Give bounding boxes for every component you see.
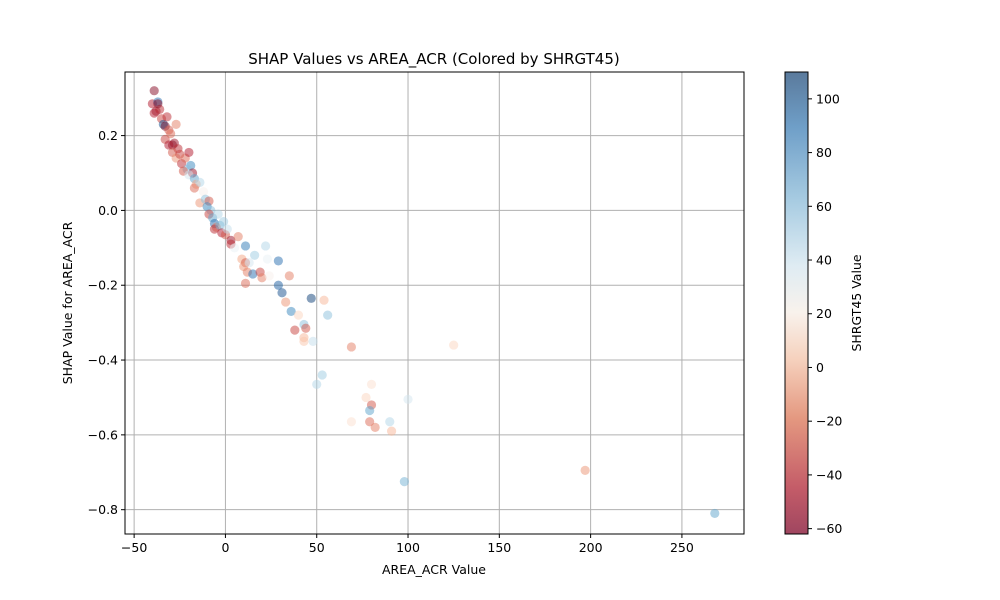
colorbar bbox=[784, 71, 809, 535]
data-point bbox=[319, 295, 329, 305]
data-point bbox=[149, 86, 159, 96]
colorbar-tick-label: 20 bbox=[816, 306, 832, 321]
data-point bbox=[317, 370, 327, 380]
data-point bbox=[284, 271, 294, 281]
data-point bbox=[162, 112, 172, 122]
x-tick-label: 50 bbox=[309, 540, 325, 555]
x-tick-label: 150 bbox=[487, 540, 511, 555]
data-point bbox=[290, 325, 300, 335]
colorbar-tick-label: 0 bbox=[816, 360, 824, 375]
data-point bbox=[264, 271, 274, 281]
data-point bbox=[293, 310, 304, 320]
data-point bbox=[233, 231, 243, 242]
y-tick-label: 0.2 bbox=[98, 128, 118, 143]
data-point bbox=[250, 250, 260, 260]
y-tick-label: −0.2 bbox=[88, 278, 118, 293]
data-point bbox=[286, 306, 296, 317]
x-tick-label: 250 bbox=[670, 540, 694, 555]
data-point bbox=[240, 278, 251, 288]
colorbar-tick-label: −20 bbox=[816, 414, 842, 429]
data-point bbox=[248, 269, 258, 279]
data-point bbox=[346, 342, 357, 352]
data-point bbox=[195, 177, 205, 187]
data-point bbox=[229, 243, 240, 253]
colorbar-tick-label: 40 bbox=[816, 253, 832, 268]
data-point bbox=[365, 405, 375, 416]
data-point bbox=[260, 241, 271, 251]
data-point bbox=[273, 280, 283, 290]
y-tick-label: −0.6 bbox=[88, 427, 118, 442]
data-point bbox=[244, 258, 254, 268]
x-axis-ticks: −50 0 50 100 150 200 250 bbox=[121, 534, 694, 555]
colorbar-tick-label: 100 bbox=[816, 91, 840, 106]
data-points bbox=[147, 86, 720, 519]
data-point bbox=[323, 310, 333, 320]
y-tick-label: −0.4 bbox=[88, 353, 118, 368]
colorbar-tick-label: −60 bbox=[816, 521, 842, 536]
chart-title: SHAP Values vs AREA_ACR (Colored by SHRG… bbox=[248, 50, 619, 69]
data-point bbox=[301, 323, 311, 333]
data-point bbox=[257, 273, 267, 283]
data-point bbox=[222, 224, 232, 234]
data-point bbox=[153, 99, 163, 109]
data-point bbox=[166, 129, 176, 139]
data-point bbox=[346, 417, 357, 427]
data-point bbox=[399, 477, 409, 487]
data-point bbox=[219, 217, 229, 227]
data-point bbox=[312, 379, 322, 389]
x-tick-label: 0 bbox=[221, 540, 229, 555]
plot-frame bbox=[124, 71, 745, 535]
data-point bbox=[281, 297, 291, 307]
data-point bbox=[306, 293, 316, 303]
data-point bbox=[198, 187, 209, 197]
x-tick-label: 200 bbox=[579, 540, 603, 555]
data-point bbox=[386, 426, 397, 436]
y-axis-label: SHAP Value for AREA_ACR bbox=[60, 221, 75, 384]
data-point bbox=[171, 119, 181, 129]
data-point bbox=[299, 336, 309, 346]
data-point bbox=[361, 392, 371, 403]
data-point bbox=[184, 147, 194, 158]
colorbar-label: SHRGT45 Value bbox=[849, 254, 864, 351]
y-axis-ticks: −0.8 −0.6 −0.4 −0.2 0.0 0.2 bbox=[88, 128, 125, 517]
data-point bbox=[149, 108, 159, 118]
data-point bbox=[449, 340, 459, 350]
x-tick-label: 100 bbox=[396, 540, 420, 555]
data-point bbox=[385, 417, 395, 427]
data-point bbox=[213, 209, 223, 219]
gridlines bbox=[125, 72, 744, 534]
data-point bbox=[273, 256, 283, 266]
y-tick-label: −0.8 bbox=[88, 502, 118, 517]
data-point bbox=[277, 288, 287, 298]
y-tick-label: 0.0 bbox=[98, 203, 118, 218]
data-point bbox=[710, 508, 720, 519]
colorbar-tick-label: −40 bbox=[816, 467, 842, 482]
colorbar-tick-label: 80 bbox=[816, 145, 832, 160]
data-point bbox=[370, 422, 380, 432]
x-tick-label: −50 bbox=[121, 540, 147, 555]
data-point bbox=[366, 379, 377, 389]
data-point bbox=[308, 336, 318, 346]
colorbar-tick-label: 60 bbox=[816, 199, 832, 214]
data-point bbox=[240, 241, 251, 251]
data-point bbox=[403, 394, 413, 404]
x-axis-label: AREA_ACR Value bbox=[382, 562, 486, 577]
data-point bbox=[262, 254, 273, 264]
data-point bbox=[580, 465, 590, 476]
colorbar-ticks: −60 −40 −20 0 20 40 60 80 100 bbox=[808, 91, 842, 536]
